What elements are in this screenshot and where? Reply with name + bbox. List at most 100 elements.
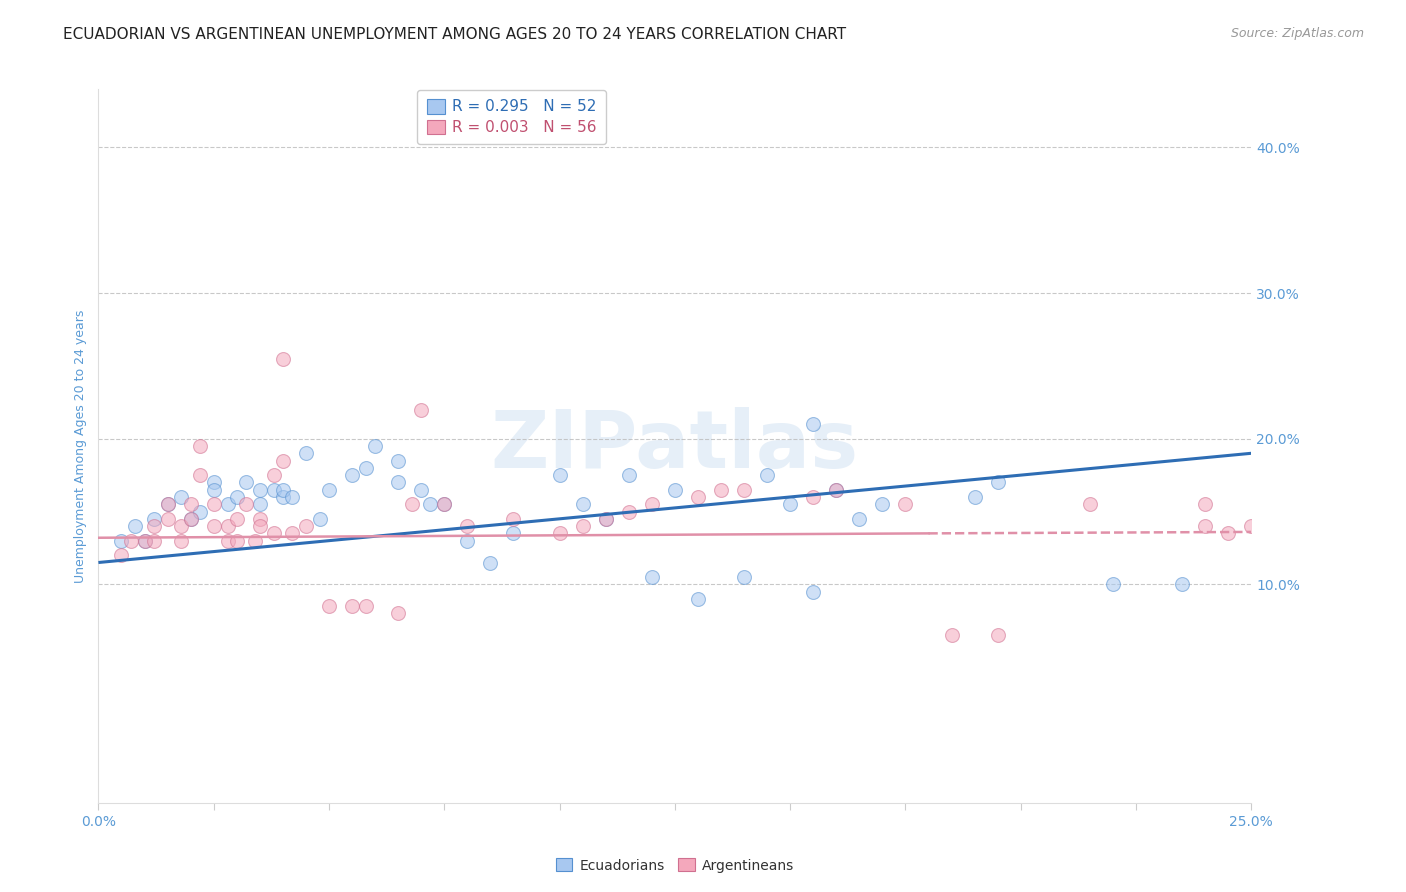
Point <box>188 504 211 518</box>
Point <box>641 570 664 584</box>
Y-axis label: Unemployment Among Ages 20 to 24 years: Unemployment Among Ages 20 to 24 years <box>75 310 87 582</box>
Point <box>433 497 456 511</box>
Point <box>134 533 156 548</box>
Point <box>180 497 202 511</box>
Point <box>595 512 617 526</box>
Point <box>202 519 225 533</box>
Legend: Ecuadorians, Argentineans: Ecuadorians, Argentineans <box>550 853 800 878</box>
Point <box>779 497 801 511</box>
Point <box>340 599 363 614</box>
Point <box>202 475 225 490</box>
Point <box>941 628 963 642</box>
Point <box>225 533 247 548</box>
Point <box>801 417 824 432</box>
Point <box>502 526 524 541</box>
Point <box>124 519 146 533</box>
Point <box>387 475 409 490</box>
Point <box>756 468 779 483</box>
Text: ECUADORIAN VS ARGENTINEAN UNEMPLOYMENT AMONG AGES 20 TO 24 YEARS CORRELATION CHA: ECUADORIAN VS ARGENTINEAN UNEMPLOYMENT A… <box>63 27 846 42</box>
Point <box>134 533 156 548</box>
Point <box>848 512 870 526</box>
Point <box>217 533 239 548</box>
Point <box>170 490 193 504</box>
Point <box>548 526 571 541</box>
Point <box>801 490 824 504</box>
Point <box>401 497 423 511</box>
Point <box>295 519 318 533</box>
Point <box>571 519 593 533</box>
Point <box>641 497 664 511</box>
Point <box>110 533 132 548</box>
Point <box>318 599 340 614</box>
Point <box>180 512 202 526</box>
Point <box>217 497 239 511</box>
Point <box>142 512 165 526</box>
Point <box>987 628 1010 642</box>
Point <box>825 483 848 497</box>
Point <box>340 468 363 483</box>
Point <box>354 599 377 614</box>
Point <box>411 483 433 497</box>
Point <box>801 584 824 599</box>
Point <box>225 512 247 526</box>
Point <box>271 483 294 497</box>
Point <box>872 497 894 511</box>
Point <box>387 453 409 467</box>
Point <box>387 607 409 621</box>
Point <box>120 533 142 548</box>
Point <box>263 468 285 483</box>
Point <box>1240 519 1263 533</box>
Point <box>249 512 271 526</box>
Point <box>1078 497 1101 511</box>
Point <box>419 497 441 511</box>
Text: ZIPatlas: ZIPatlas <box>491 407 859 485</box>
Point <box>664 483 686 497</box>
Point <box>295 446 318 460</box>
Point <box>281 490 304 504</box>
Point <box>156 497 179 511</box>
Point <box>686 490 709 504</box>
Point <box>1171 577 1194 591</box>
Point <box>411 402 433 417</box>
Point <box>308 512 330 526</box>
Point <box>1102 577 1125 591</box>
Point <box>502 512 524 526</box>
Point <box>271 453 294 467</box>
Point <box>595 512 617 526</box>
Point <box>318 483 340 497</box>
Point <box>1194 497 1216 511</box>
Point <box>142 519 165 533</box>
Point <box>263 483 285 497</box>
Point <box>170 533 193 548</box>
Point <box>202 497 225 511</box>
Point <box>249 519 271 533</box>
Point <box>225 490 247 504</box>
Point <box>202 483 225 497</box>
Text: Source: ZipAtlas.com: Source: ZipAtlas.com <box>1230 27 1364 40</box>
Point <box>987 475 1010 490</box>
Point <box>249 483 271 497</box>
Point <box>710 483 733 497</box>
Point <box>235 497 257 511</box>
Point <box>271 351 294 366</box>
Point <box>156 497 179 511</box>
Point <box>263 526 285 541</box>
Point <box>894 497 917 511</box>
Point <box>571 497 593 511</box>
Point <box>1218 526 1240 541</box>
Point <box>825 483 848 497</box>
Point <box>235 475 257 490</box>
Point <box>456 533 478 548</box>
Point <box>110 548 132 562</box>
Point <box>364 439 387 453</box>
Point <box>245 533 267 548</box>
Point <box>281 526 304 541</box>
Point <box>1194 519 1216 533</box>
Point <box>217 519 239 533</box>
Point <box>156 512 179 526</box>
Point <box>170 519 193 533</box>
Point <box>617 468 640 483</box>
Point <box>188 468 211 483</box>
Point <box>142 533 165 548</box>
Point <box>271 490 294 504</box>
